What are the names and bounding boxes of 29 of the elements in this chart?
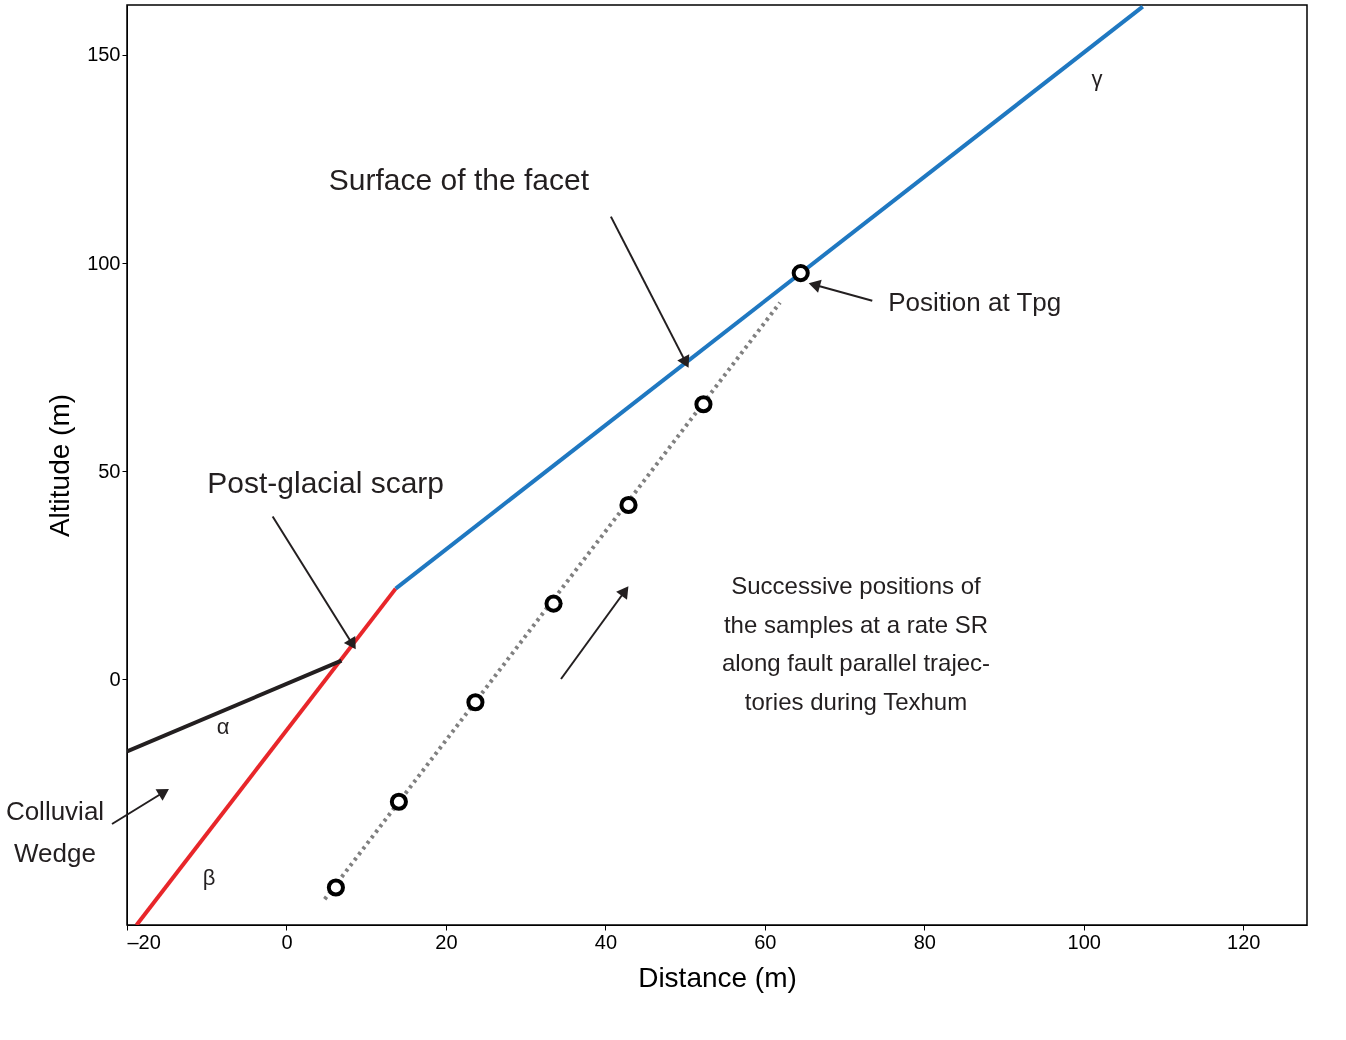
annotation: Post-glacial scarp	[207, 466, 445, 500]
x-tick-label: 60	[754, 930, 777, 953]
x-tick-label: 40	[594, 930, 617, 953]
x-axis-title: Distance (m)	[638, 961, 797, 993]
annotation: Successive positions of the samples at a rate SR along fault parallel trajec- tories during Texhum	[721, 572, 991, 715]
x-tick-label: 0	[281, 930, 293, 953]
point	[619, 495, 638, 515]
y-tick-label: 50	[98, 459, 121, 482]
annotation: Position at Tpg	[888, 286, 1062, 317]
point	[791, 264, 810, 283]
point	[466, 693, 485, 712]
annotation: Surface of the facet	[328, 162, 590, 196]
point	[694, 395, 713, 414]
annotation: β	[202, 865, 216, 890]
text: Colluvial Wedge	[5, 796, 105, 868]
y-tick-label: 100	[87, 251, 121, 274]
y-axis-title: Altitude (m)	[44, 393, 76, 538]
x-tick-label: 100	[1067, 930, 1101, 953]
x-tick-label: 20	[435, 930, 458, 953]
x-tick-label: –20	[127, 930, 161, 953]
point	[544, 594, 563, 613]
point	[389, 792, 408, 811]
annotation: γ	[1091, 66, 1103, 91]
annotation: α	[216, 714, 230, 739]
y-tick-label: 0	[109, 667, 121, 690]
x-tick-label: 120	[1227, 930, 1261, 953]
point	[326, 878, 345, 897]
y-tick-label: 150	[87, 43, 121, 66]
x-tick-label: 80	[913, 930, 936, 953]
